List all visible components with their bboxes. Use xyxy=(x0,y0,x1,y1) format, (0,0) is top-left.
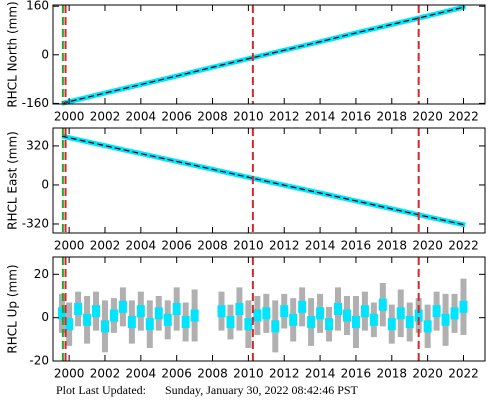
data-point xyxy=(217,305,226,318)
y-axis-label: RHCL East (mm) xyxy=(6,131,20,230)
y-tick-label: -160 xyxy=(22,96,49,110)
x-tick-label: 2016 xyxy=(341,110,372,124)
data-point xyxy=(163,313,172,326)
x-tick-label: 2022 xyxy=(448,239,479,253)
x-tick-label: 2018 xyxy=(377,110,408,124)
data-point xyxy=(109,309,118,322)
y-tick-label: -320 xyxy=(22,216,49,230)
data-point xyxy=(441,313,450,326)
x-tick-label: 2002 xyxy=(90,239,121,253)
data-point xyxy=(289,313,298,326)
y-tick-label: 160 xyxy=(26,0,49,13)
y-tick-label: 0 xyxy=(41,310,49,324)
x-tick-label: 2002 xyxy=(90,110,121,124)
x-tick-label: 2004 xyxy=(126,239,157,253)
x-tick-label: 2012 xyxy=(269,367,300,381)
x-tick-label: 2020 xyxy=(412,110,443,124)
x-tick-label: 2000 xyxy=(54,110,85,124)
data-point xyxy=(342,309,351,322)
x-tick-label: 2022 xyxy=(448,110,479,124)
x-tick-label: 2022 xyxy=(448,367,479,381)
data-point xyxy=(351,316,360,328)
footer-label: Plot Last Updated: xyxy=(56,383,146,397)
x-tick-label: 2014 xyxy=(305,239,336,253)
data-point xyxy=(271,320,280,333)
y-tick-label: 20 xyxy=(34,267,49,281)
x-tick-label: 2010 xyxy=(233,367,264,381)
x-tick-label: 2008 xyxy=(197,110,228,124)
data-point xyxy=(136,305,145,318)
x-tick-label: 2014 xyxy=(305,367,336,381)
x-tick-label: 2018 xyxy=(377,239,408,253)
data-point xyxy=(280,305,289,318)
data-point xyxy=(226,316,235,328)
x-tick-label: 2010 xyxy=(233,110,264,124)
x-tick-label: 2006 xyxy=(161,239,192,253)
model-line xyxy=(61,6,466,104)
x-tick-label: 2014 xyxy=(305,110,336,124)
y-tick-label: 320 xyxy=(26,138,49,152)
data-point xyxy=(459,300,468,313)
data-point xyxy=(154,307,163,320)
footer-date: Sunday, January 30, 2022 08:42:46 PST xyxy=(165,383,359,397)
model-line xyxy=(61,135,466,226)
data-point xyxy=(378,298,387,311)
x-tick-label: 2012 xyxy=(269,110,300,124)
x-tick-label: 2020 xyxy=(412,367,443,381)
y-tick-label: 0 xyxy=(41,47,49,61)
plot-frame xyxy=(52,127,486,234)
x-tick-label: 2018 xyxy=(377,367,408,381)
data-point xyxy=(423,320,432,333)
x-tick-label: 2016 xyxy=(341,239,372,253)
y-axis-label: RHCL North (mm) xyxy=(6,1,20,107)
data-point xyxy=(387,318,396,331)
data-point xyxy=(334,303,343,315)
x-tick-label: 2002 xyxy=(90,367,121,381)
data-point xyxy=(172,303,181,315)
data-point xyxy=(57,307,66,320)
data-point xyxy=(262,307,271,320)
data-point xyxy=(244,318,253,331)
data-point xyxy=(181,316,190,328)
data-point xyxy=(253,309,262,322)
data-point xyxy=(145,318,154,331)
data-point xyxy=(307,316,316,328)
data-point xyxy=(360,305,369,318)
data-point xyxy=(432,305,441,318)
data-point xyxy=(65,318,74,331)
y-axis-label: RHCL Up (mm) xyxy=(6,264,20,353)
data-point xyxy=(190,309,199,322)
data-point xyxy=(83,313,92,326)
data-point xyxy=(127,316,136,328)
data-point xyxy=(316,307,325,320)
plot-frame xyxy=(52,256,486,362)
data-point xyxy=(118,300,127,313)
x-tick-label: 2006 xyxy=(161,367,192,381)
x-tick-label: 2020 xyxy=(412,239,443,253)
x-tick-label: 2010 xyxy=(233,239,264,253)
y-tick-label: -20 xyxy=(29,354,49,368)
data-point xyxy=(325,318,334,331)
data-point xyxy=(92,305,101,318)
x-tick-label: 2004 xyxy=(126,367,157,381)
x-tick-label: 2006 xyxy=(161,110,192,124)
x-tick-label: 2008 xyxy=(197,367,228,381)
y-tick-label: 0 xyxy=(41,177,49,191)
x-tick-label: 2000 xyxy=(54,367,85,381)
data-point xyxy=(405,316,414,328)
data-point xyxy=(396,307,405,320)
x-tick-label: 2012 xyxy=(269,239,300,253)
x-tick-label: 2016 xyxy=(341,367,372,381)
data-point xyxy=(74,303,83,315)
data-point xyxy=(298,300,307,313)
data-point xyxy=(450,307,459,320)
x-tick-label: 2000 xyxy=(54,239,85,253)
data-point xyxy=(369,313,378,326)
data-point xyxy=(235,303,244,315)
data-point xyxy=(100,320,109,333)
data-point xyxy=(414,309,423,322)
x-tick-label: 2008 xyxy=(197,239,228,253)
x-tick-label: 2004 xyxy=(126,110,157,124)
